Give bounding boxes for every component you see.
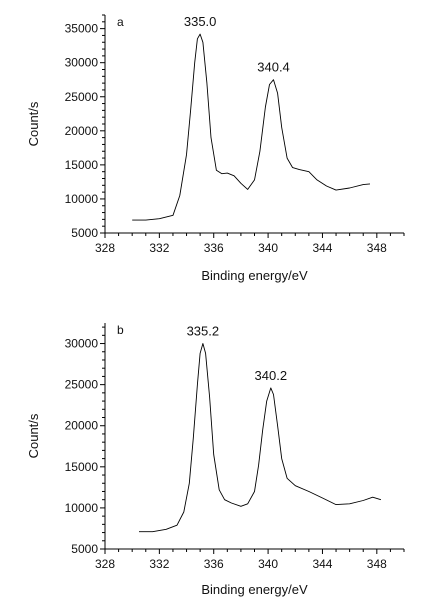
- y-axis-title: Count/s: [26, 413, 41, 458]
- x-tick-label: 344: [312, 241, 332, 255]
- x-tick-label: 340: [258, 557, 278, 571]
- y-tick-label: 15000: [65, 158, 99, 172]
- y-tick-label: 5000: [71, 542, 98, 556]
- x-tick-label: 348: [367, 557, 387, 571]
- x-axis-title: Binding energy/eV: [201, 582, 308, 597]
- x-tick-label: 336: [204, 557, 224, 571]
- x-axis-title: Binding energy/eV: [201, 268, 308, 283]
- x-tick-label: 340: [258, 241, 278, 255]
- peak-label: 335.0: [184, 14, 217, 29]
- y-tick-label: 20000: [65, 419, 99, 433]
- y-tick-label: 35000: [65, 22, 99, 36]
- x-tick-label: 348: [367, 241, 387, 255]
- panel-b: 328 332 336 340 344 348 5000 10000 15000 20000 250…: [26, 323, 405, 597]
- x-tick-label: 328: [95, 557, 115, 571]
- y-tick-label: 25000: [65, 378, 99, 392]
- x-tick-label: 344: [312, 557, 332, 571]
- x-tick-label: 332: [149, 557, 169, 571]
- y-tick-label: 15000: [65, 460, 99, 474]
- y-tick-label: 10000: [65, 501, 99, 515]
- series-line: [132, 33, 371, 221]
- peak-label: 340.4: [257, 60, 290, 75]
- panel-label: a: [117, 15, 124, 29]
- panel-label: b: [117, 323, 124, 337]
- y-tick-label: 30000: [65, 337, 99, 351]
- y-tick-label: 30000: [65, 56, 99, 70]
- x-tick-label: 332: [149, 241, 169, 255]
- y-tick-label: 10000: [65, 192, 99, 206]
- y-axis-title: Count/s: [26, 101, 41, 146]
- y-tick-label: 5000: [71, 226, 98, 240]
- series-line: [139, 343, 382, 533]
- y-tick-label: 20000: [65, 124, 99, 138]
- x-tick-label: 336: [204, 241, 224, 255]
- peak-label: 335.2: [187, 324, 220, 339]
- y-tick-label: 25000: [65, 90, 99, 104]
- panel-a: 328 332 336 340 344 348 5000 10000 15000 20000 250…: [26, 14, 405, 283]
- x-tick-label: 328: [95, 241, 115, 255]
- peak-label: 340.2: [255, 368, 288, 383]
